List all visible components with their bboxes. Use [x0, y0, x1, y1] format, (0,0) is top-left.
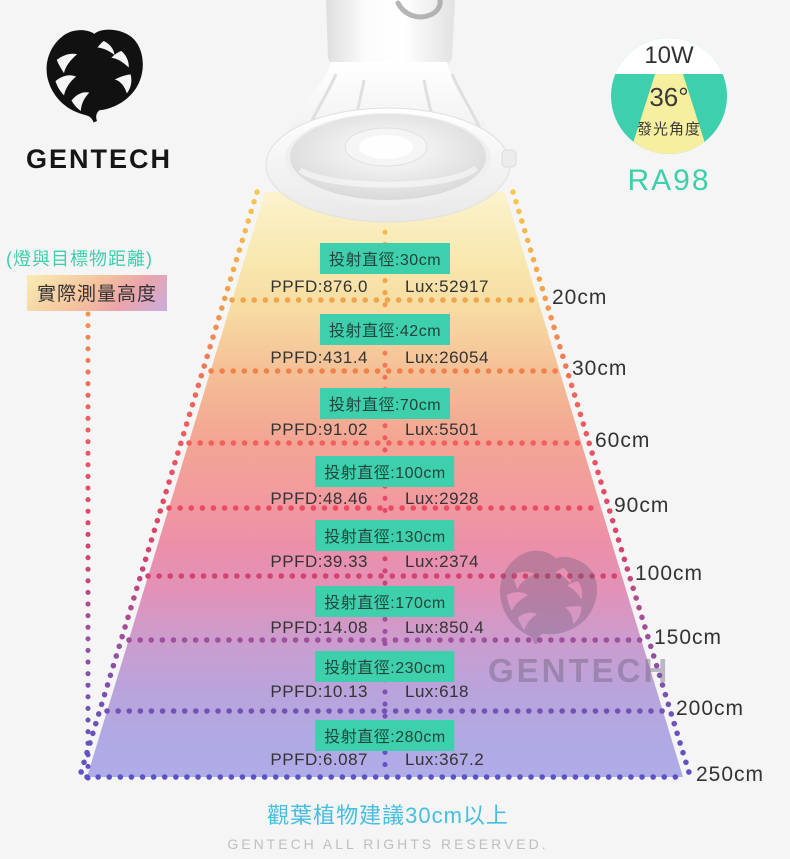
lux-value: Lux:2928	[405, 489, 479, 508]
ppfd-value: PPFD:48.46	[270, 489, 368, 508]
diameter-badge: 投射直徑:70cm	[319, 388, 451, 419]
distance-label: 200cm	[676, 697, 745, 720]
ppfd-value: PPFD:876.0	[270, 277, 368, 296]
ppfd-value: PPFD:10.13	[270, 682, 368, 701]
lux-value: Lux:5501	[405, 420, 479, 439]
ppfd-value: PPFD:14.08	[270, 618, 368, 637]
spec-badge-top-area	[611, 38, 727, 74]
cone-edge-right	[510, 189, 694, 782]
cri-value: RA98	[627, 164, 711, 197]
ppfd-value: PPFD:39.33	[270, 552, 368, 571]
diameter-badge: 投射直徑:42cm	[319, 314, 451, 345]
distance-note-label: (燈與目標物距離)	[6, 249, 153, 269]
measure-height-label: 實際測量高度	[27, 275, 168, 311]
lux-value: Lux:52917	[405, 277, 489, 296]
distance-lines	[84, 297, 686, 780]
ppfd-value: PPFD:6.087	[270, 750, 368, 769]
distance-label: 100cm	[635, 562, 704, 585]
distance-label: 30cm	[572, 357, 628, 380]
spec-badge-circle: 10W 36° 發光角度	[611, 38, 727, 154]
brand-monstera-leaf-icon	[42, 23, 149, 127]
ppfd-value: PPFD:431.4	[270, 348, 368, 367]
lux-value: Lux:26054	[405, 348, 489, 367]
diameter-badge: 投射直徑:280cm	[315, 720, 455, 751]
bulb-brand-mark	[395, 0, 443, 20]
led-bulb-image	[265, 0, 517, 223]
diameter-badge: 投射直徑:100cm	[315, 456, 455, 487]
diameter-badge: 投射直徑:30cm	[319, 243, 451, 274]
beam-angle-value: 36°	[649, 82, 689, 112]
diameter-badge: 投射直徑:130cm	[315, 520, 455, 551]
distance-label: 150cm	[654, 626, 723, 649]
cone-edge-left	[76, 189, 260, 782]
copyright-text: GENTECH ALL RIGHTS RESERVED.	[227, 836, 549, 852]
ppfd-value: PPFD:91.02	[270, 420, 368, 439]
lux-value: Lux:850.4	[405, 618, 485, 637]
lux-value: Lux:2374	[405, 552, 479, 571]
distance-label: 20cm	[552, 286, 608, 309]
beam-angle-label: 發光角度	[636, 121, 701, 138]
recommendation-note: 觀葉植物建議30cm以上	[267, 803, 509, 828]
lux-value: Lux:618	[405, 682, 469, 701]
diameter-badge: 投射直徑:170cm	[315, 586, 455, 617]
distance-label: 90cm	[614, 494, 670, 517]
watermark-logo-text: GENTECH	[488, 652, 671, 689]
distance-label: 250cm	[696, 763, 765, 786]
lux-value: Lux:367.2	[405, 750, 485, 769]
wattage-value: 10W	[644, 42, 694, 69]
distance-label: 60cm	[595, 429, 651, 452]
brand-logo-text: GENTECH	[25, 144, 172, 174]
diameter-badge: 投射直徑:230cm	[315, 651, 455, 682]
